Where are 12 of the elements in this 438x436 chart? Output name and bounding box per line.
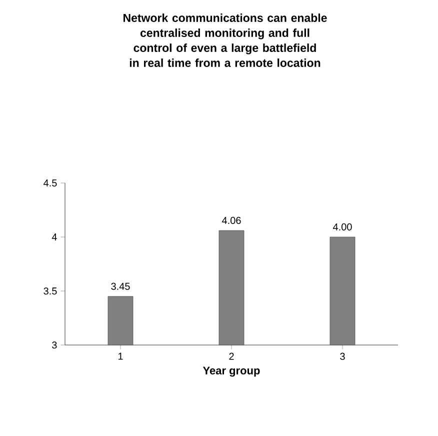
data-label: 4.06 [222,216,241,224]
y-tick-label: 4.5 [44,180,57,186]
data-label: 3.45 [111,282,130,290]
y-tick-label: 4 [52,234,57,240]
y-tick-label: 3 [52,341,57,349]
x-tick-label: 3 [340,352,345,360]
chart-title: Network communications can enable centralised monitoring and full control of even a large battlefield in real time from a remote location [124,14,327,67]
data-label: 4.00 [333,223,352,230]
y-tick-label: 3.5 [44,287,57,295]
x-tick-label: 2 [229,352,234,360]
x-axis-title: Year group [202,366,260,377]
x-tick-label: 1 [118,352,123,360]
